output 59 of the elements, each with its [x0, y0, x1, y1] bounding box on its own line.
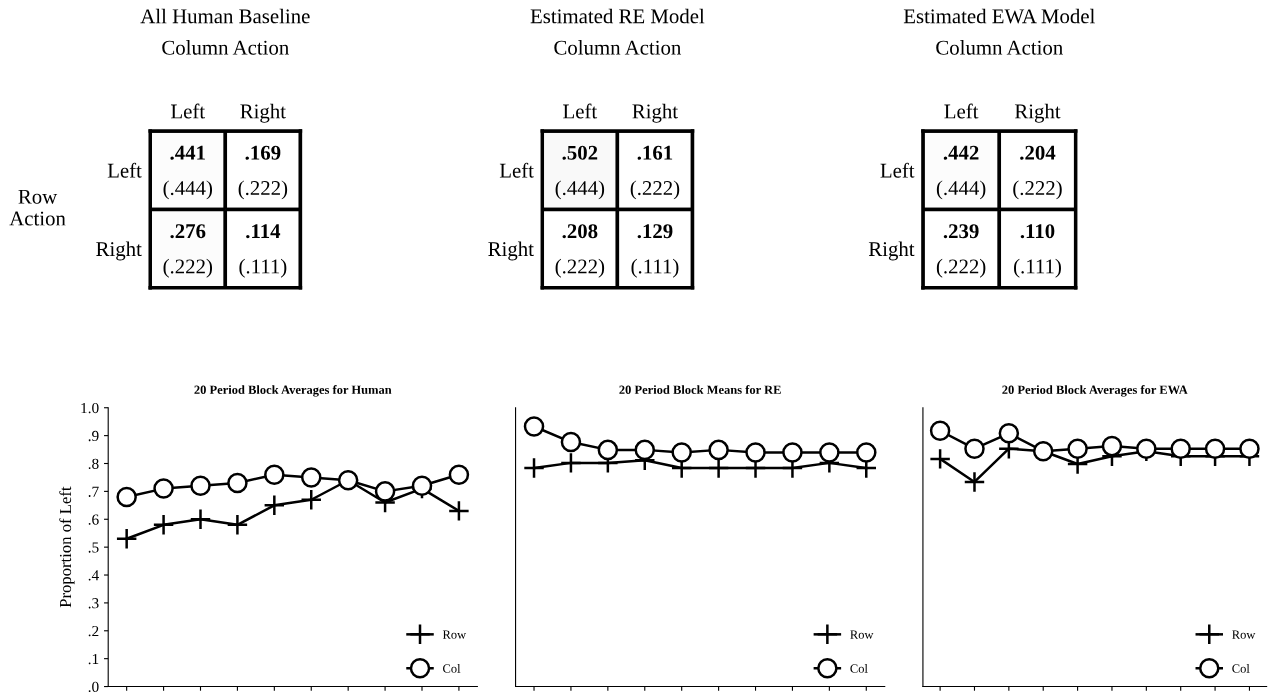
x-axis-title: Column Action: [936, 40, 1063, 55]
y-tick-label: .2: [88, 625, 99, 637]
x-tick-label: Right: [1014, 103, 1061, 123]
data-label: .169: [245, 145, 281, 160]
chart-title: Estimated RE Model: [530, 8, 705, 24]
legend-label: Col: [443, 663, 461, 673]
data-label: .110: [1020, 224, 1055, 239]
x-axis-title: Column Action: [554, 40, 682, 55]
annotation: (.222): [936, 258, 986, 278]
annotation: (.222): [555, 258, 605, 278]
y-tick-label: Right: [96, 241, 142, 261]
data-label: .114: [246, 224, 281, 239]
x-tick-label: Right: [632, 103, 678, 123]
x-axis-title: Column Action: [162, 40, 289, 55]
chart-title: Estimated EWA Model: [903, 8, 1095, 24]
x-tick-label: Left: [171, 103, 205, 119]
y-tick-label: 1.0: [81, 402, 99, 414]
chart-title: 20 Period Block Averages for Human: [194, 385, 392, 397]
x-tick-label: Right: [240, 103, 286, 123]
data-label: .276: [170, 224, 206, 239]
data-label: .502: [562, 145, 598, 160]
annotation: (.444): [555, 180, 605, 200]
data-label: .204: [1020, 145, 1056, 160]
annotation: (.222): [238, 180, 288, 200]
chart-title: 20 Period Block Means for RE: [619, 385, 781, 394]
y-tick-label: .3: [88, 598, 99, 609]
y-tick-label: .8: [88, 458, 99, 470]
annotation: (.444): [936, 180, 986, 200]
annotation: (.111): [239, 258, 287, 278]
y-tick-label: .1: [88, 653, 99, 665]
annotation: (.444): [163, 180, 213, 200]
annotation: (.222): [630, 180, 680, 200]
chart-title: All Human Baseline: [140, 8, 310, 24]
y-tick-label: .7: [88, 486, 99, 497]
data-label: .161: [637, 145, 673, 160]
x-tick-label: Left: [944, 103, 979, 119]
y-axis-title: Proportion of Left: [59, 486, 75, 608]
legend-label: Row: [1232, 630, 1256, 639]
y-axis-title: Row Action: [9, 189, 66, 226]
annotation: (.222): [1013, 180, 1062, 200]
data-label: .442: [943, 145, 979, 160]
legend-label: Row: [442, 630, 467, 639]
annotation: (.111): [631, 258, 679, 278]
y-tick-label: .4: [88, 570, 99, 581]
data-label: .208: [562, 224, 598, 239]
y-tick-label: .6: [88, 514, 99, 525]
data-label: .441: [170, 145, 205, 160]
x-tick-label: Left: [563, 103, 598, 119]
chart-title: 20 Period Block Averages for EWA: [1002, 385, 1188, 397]
y-tick-label: .5: [88, 542, 99, 553]
legend-label: Row: [850, 630, 874, 639]
legend-label: Col: [1232, 663, 1250, 673]
data-label: .239: [943, 224, 979, 239]
y-tick-label: .9: [88, 430, 99, 442]
legend-label: Col: [850, 663, 868, 673]
annotation: (.222): [163, 258, 213, 278]
y-tick-label: .0: [88, 681, 99, 693]
annotation: (.111): [1014, 258, 1061, 278]
data-label: .129: [637, 224, 673, 239]
